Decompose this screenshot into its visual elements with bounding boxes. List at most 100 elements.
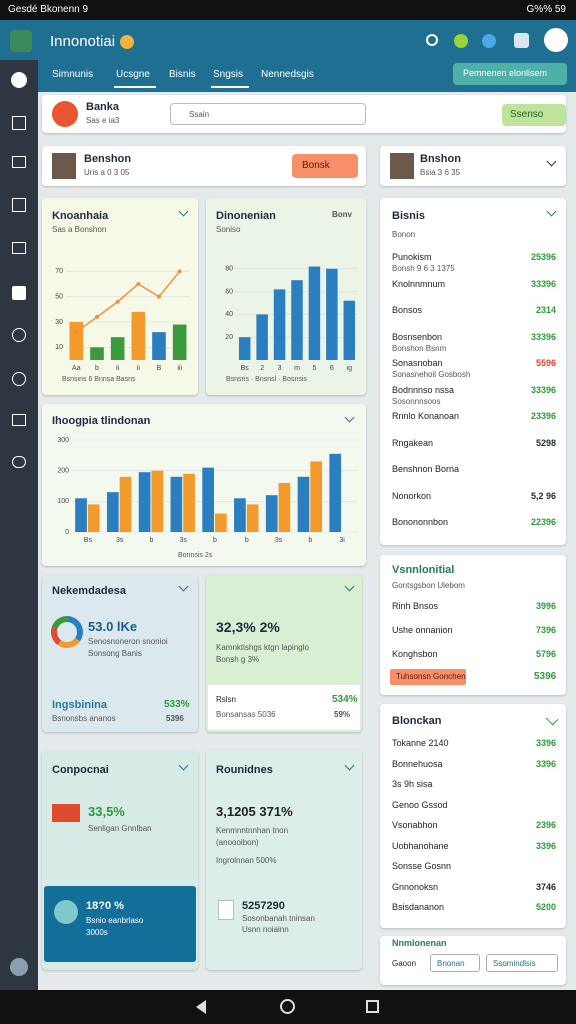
footer-card: Nnmlonenan Gaoon Bnonan Ssomindlsis bbox=[380, 936, 566, 985]
nav-icon[interactable] bbox=[11, 72, 27, 88]
row-value: 22396 bbox=[530, 517, 556, 527]
icon[interactable] bbox=[514, 33, 529, 48]
row-value: 3396 bbox=[535, 738, 556, 748]
placeholder: Ssain bbox=[189, 110, 210, 119]
panel-label: Bonsansas 5036 bbox=[216, 710, 276, 719]
nav-icon[interactable] bbox=[12, 116, 26, 130]
chart-subtitle: Sas a Bonshon bbox=[52, 225, 107, 234]
row-label: Tokanne 2140 bbox=[392, 738, 449, 748]
y-tick-label: 0 bbox=[65, 529, 69, 536]
x-tick-label: Bs bbox=[84, 537, 93, 544]
x-tick-label: 3i bbox=[339, 537, 345, 544]
row-sub: Sosonnnsoos bbox=[392, 396, 441, 406]
icon bbox=[52, 804, 80, 822]
chevron[interactable] bbox=[546, 156, 557, 167]
x-tick-label: 5 bbox=[312, 365, 316, 372]
nav-icon[interactable] bbox=[12, 414, 26, 426]
org-sub: Sas e ia3 bbox=[86, 116, 120, 125]
bar bbox=[183, 473, 195, 532]
chevron[interactable] bbox=[344, 412, 355, 423]
home-button[interactable] bbox=[280, 999, 295, 1014]
promo-panel[interactable]: 18?0 % Bsnio eanbrlaso 3000s bbox=[44, 886, 196, 962]
row-sub: Sonasnehoil Gosbosh bbox=[392, 370, 471, 379]
button[interactable]: Ssomindlsis bbox=[486, 954, 558, 972]
list-sub: Bonon bbox=[392, 230, 416, 239]
tab[interactable]: Bisnis bbox=[169, 69, 196, 80]
bar bbox=[234, 498, 246, 532]
bar bbox=[75, 498, 87, 532]
row-label: Bonononnbon bbox=[392, 517, 449, 527]
card-sub: Gontsgsbon Ulebom bbox=[392, 581, 465, 590]
tab-button[interactable]: Pemnenen elonlisem bbox=[453, 63, 567, 85]
chevron[interactable] bbox=[178, 581, 189, 592]
recents-button[interactable] bbox=[366, 1000, 379, 1013]
nav-icon[interactable] bbox=[12, 156, 26, 168]
chevron[interactable] bbox=[178, 206, 189, 217]
nav-icon[interactable] bbox=[12, 286, 26, 300]
row-label: Bodnnnso nssa bbox=[392, 384, 455, 395]
row-label: Uobhanohane bbox=[392, 840, 449, 851]
y-tick-label: 20 bbox=[225, 334, 233, 341]
line bbox=[75, 270, 181, 333]
tab[interactable]: Nennedsgis bbox=[261, 69, 314, 80]
chevron[interactable] bbox=[344, 581, 355, 592]
nav-icon[interactable] bbox=[12, 198, 26, 212]
check[interactable] bbox=[545, 712, 559, 726]
kpi-value: 5396 bbox=[166, 714, 184, 723]
button-label: Tuhsonsn Gonchen bbox=[396, 672, 466, 681]
tab[interactable]: Simnunis bbox=[52, 69, 94, 80]
back-button[interactable] bbox=[196, 1000, 206, 1014]
chevron[interactable] bbox=[178, 760, 189, 771]
search-input[interactable]: Ssain bbox=[170, 103, 366, 125]
x-tick-label: 3s bbox=[180, 537, 188, 544]
chevron[interactable] bbox=[546, 206, 557, 217]
kpi-line: Senosnoneron snonioi bbox=[88, 637, 168, 646]
chart: 20 40 60 80 Bs 2 3 m 5 6 ig bbox=[225, 266, 358, 372]
y-tick-label: 80 bbox=[225, 266, 233, 273]
nav-icon[interactable] bbox=[12, 456, 26, 468]
row-label: Rngakean bbox=[392, 437, 434, 448]
kpi-line: Ingrolnnan 500% bbox=[216, 856, 277, 865]
action-button[interactable]: Bonsk bbox=[292, 154, 358, 178]
badge: Bonv bbox=[332, 210, 352, 219]
action-button[interactable]: Tuhsonsn Gonchen bbox=[390, 669, 466, 685]
x-tick-label: 3s bbox=[275, 537, 283, 544]
kpi-card: Nekemdadesa 53.0 lKe Senosnoneron snonio… bbox=[42, 575, 198, 732]
line-point bbox=[115, 299, 120, 304]
card-label: Gaoon bbox=[392, 959, 417, 968]
legend: Bonnsis 2s bbox=[178, 552, 213, 559]
avatar[interactable] bbox=[544, 28, 568, 52]
bar bbox=[151, 470, 164, 532]
bar bbox=[119, 476, 132, 532]
nav-avatar[interactable] bbox=[10, 958, 28, 976]
kpi-line: Sonsong Banis bbox=[88, 649, 142, 658]
icon[interactable] bbox=[482, 34, 496, 48]
x-tick-label: Ii bbox=[116, 365, 120, 372]
icon[interactable] bbox=[454, 34, 468, 48]
select-button[interactable]: Ssenso bbox=[502, 104, 566, 126]
list-card: Blonckan Tokanne 2140 3396 Bonnehuosa 3396 3… bbox=[380, 704, 566, 928]
search-icon[interactable] bbox=[426, 34, 438, 46]
panel-value: 534% bbox=[332, 694, 358, 705]
icon bbox=[54, 900, 78, 924]
button[interactable]: Bnonan bbox=[430, 954, 480, 972]
chevron[interactable] bbox=[344, 760, 355, 771]
kpi-title: Rounidnes bbox=[216, 764, 273, 776]
tab[interactable]: Sngsis bbox=[213, 69, 244, 80]
tab[interactable]: Ucsgne bbox=[116, 69, 150, 80]
bar bbox=[265, 495, 278, 532]
logo bbox=[10, 30, 32, 52]
nav-icon[interactable] bbox=[12, 372, 26, 386]
bar bbox=[152, 332, 166, 360]
chart-title: Dinonenian bbox=[216, 210, 276, 222]
bar bbox=[278, 482, 291, 532]
nav-icon[interactable] bbox=[12, 328, 26, 342]
x-tick-label: ig bbox=[347, 365, 353, 372]
kpi-value: 533% bbox=[164, 699, 190, 710]
row-label: Rnnlo Konanoan bbox=[392, 411, 460, 421]
kpi-value: 3,1205 371% bbox=[216, 804, 293, 819]
nav-icon[interactable] bbox=[12, 242, 26, 254]
bar bbox=[238, 337, 251, 360]
y-tick-label: 40 bbox=[225, 311, 233, 318]
row-sub: Bonshon Bsnm bbox=[392, 343, 447, 353]
